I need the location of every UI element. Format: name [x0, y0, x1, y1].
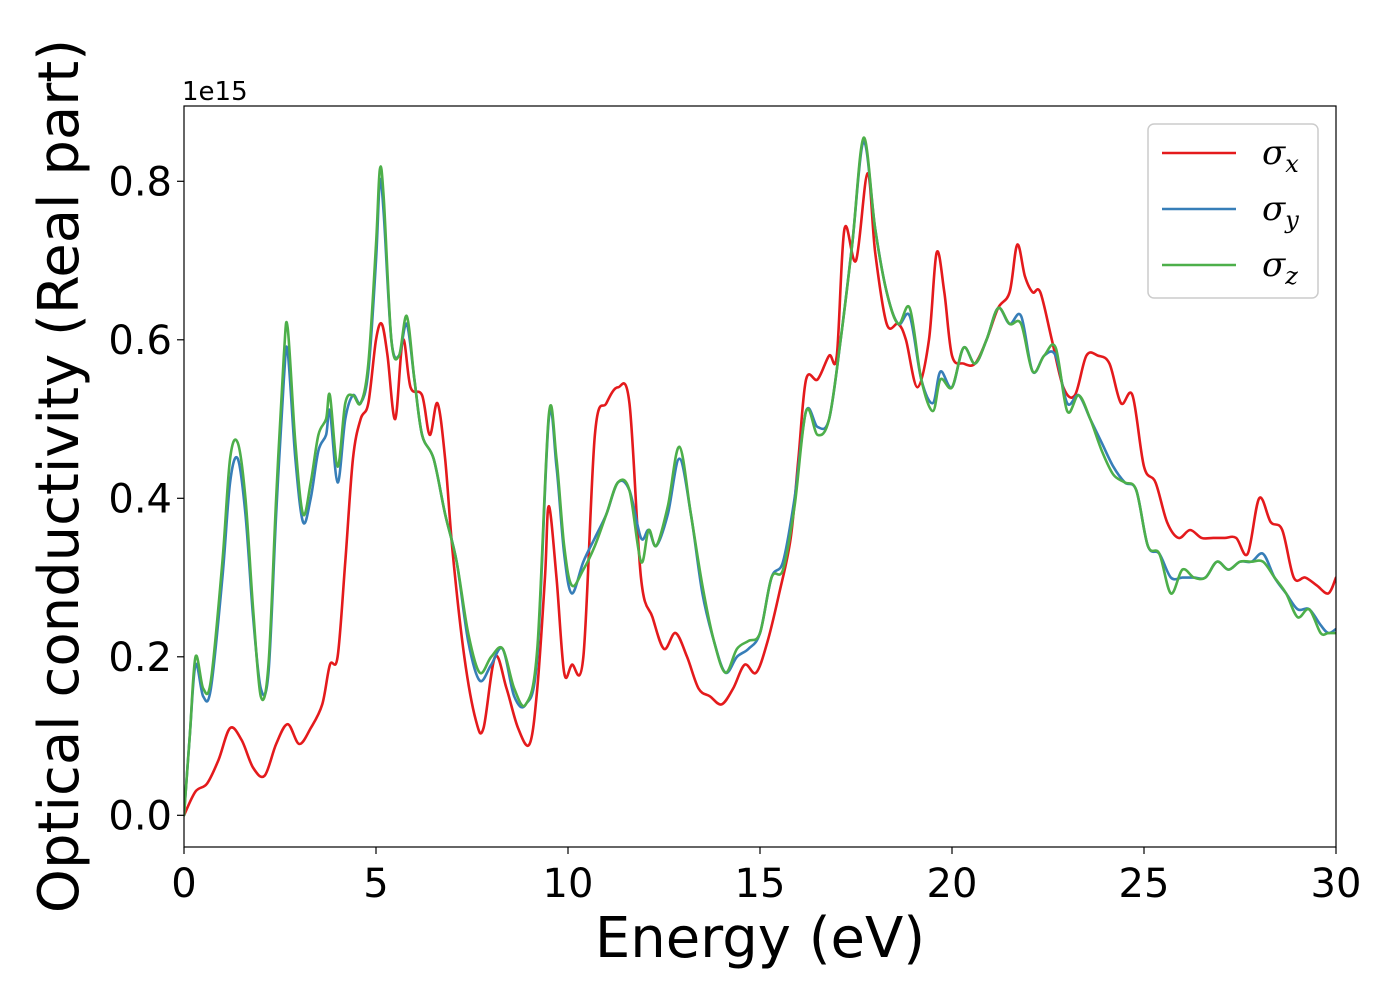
x-tick-label: 15: [735, 861, 786, 907]
y-axis-title: Optical conductivity (Real part): [27, 39, 92, 913]
y-tick-label: 0.2: [108, 635, 172, 681]
series-line-z: [184, 136, 1336, 817]
y-offset-label: 1e15: [182, 77, 248, 107]
x-tick-label: 25: [1119, 861, 1170, 907]
series-line-y: [184, 140, 1336, 817]
legend-frame: [1147, 123, 1319, 299]
x-tick-label: 30: [1311, 861, 1362, 907]
y-tick-label: 0.6: [108, 318, 172, 364]
y-tick-label: 0.8: [108, 159, 172, 205]
x-axis-title: Energy (eV): [595, 906, 925, 971]
x-tick-label: 5: [363, 861, 388, 907]
y-tick-label: 0.0: [108, 793, 172, 839]
series-line-x: [184, 172, 1336, 817]
y-axis: 0.0 0.2 0.4 0.6 0.8: [108, 159, 184, 839]
series-layer: [184, 136, 1336, 817]
x-tick-label: 10: [543, 861, 594, 907]
x-axis: 0 5 10 15 20 25 30: [171, 847, 1361, 907]
x-tick-label: 0: [171, 861, 196, 907]
y-tick-label: 0.4: [108, 476, 172, 522]
x-tick-label: 20: [927, 861, 978, 907]
